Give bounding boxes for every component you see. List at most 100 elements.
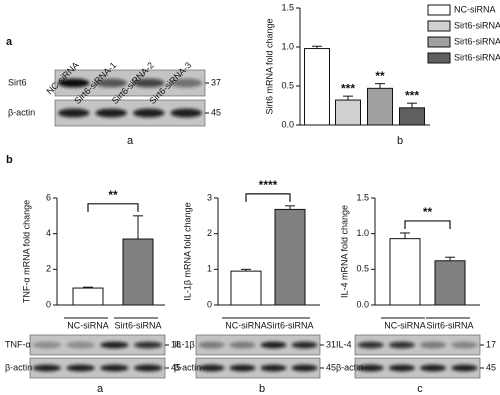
blot-band (133, 341, 163, 349)
legend-label: NC-siRNA (454, 4, 496, 14)
size-label: 45 (326, 362, 336, 372)
bar (274, 208, 306, 306)
blot-band (451, 341, 478, 349)
legend-label: Sirt6-siRNA-2 (454, 36, 500, 46)
significance-bracket (245, 193, 291, 202)
legend-label: Sirt6-siRNA-3 (454, 52, 500, 62)
caption: b (397, 135, 403, 147)
size-label: 18 (171, 339, 181, 349)
bar (389, 238, 421, 306)
y-tick-label: 6 (46, 192, 51, 202)
size-label: 45 (486, 362, 496, 372)
y-tick-label: 0.0 (356, 299, 369, 309)
blot-band (260, 341, 287, 349)
y-tick-label: 0 (207, 299, 212, 309)
caption: c (417, 383, 423, 395)
size-label: 45 (171, 362, 181, 372)
blot-band (66, 341, 95, 349)
x-tick-label: Sirt6-siRNA (114, 320, 161, 330)
y-axis-label: IL-1β mRNA fold change (182, 202, 192, 300)
y-tick-label: 0 (46, 299, 51, 309)
y-tick-label: 1 (207, 264, 212, 274)
bar (230, 270, 262, 306)
caption: a (127, 135, 134, 147)
blot-band (291, 364, 318, 372)
caption: a (97, 383, 104, 395)
y-tick-label: 0.5 (281, 80, 294, 90)
significance-label: ** (375, 69, 385, 83)
blot-band (133, 364, 163, 372)
blot-row-label: Sirt6 (8, 77, 27, 87)
blot-row-label: β-actin (174, 362, 201, 372)
panel-label: a (6, 36, 13, 48)
y-axis-label: Sirt6 mRNA fold change (264, 18, 274, 114)
blot-band (420, 341, 447, 349)
blot-band (388, 364, 415, 372)
blot-band (66, 364, 95, 372)
y-axis-label: TNF-α mRNA fold change (21, 200, 31, 303)
legend-label: Sirt6-siRNA-1 (454, 20, 500, 30)
panel-label: b (6, 154, 13, 166)
size-label: 17 (486, 339, 496, 349)
y-tick-label: 1.0 (281, 41, 294, 51)
bar (122, 238, 154, 306)
size-label: 31 (326, 339, 336, 349)
significance-bracket (404, 220, 451, 229)
blot-band (291, 341, 318, 349)
blot-band (260, 364, 287, 372)
blot-band (229, 341, 256, 349)
y-tick-label: 2 (207, 228, 212, 238)
blot-row-label: β-actin (5, 362, 32, 372)
bar (335, 99, 361, 126)
blot-band (133, 108, 165, 118)
size-label: 37 (211, 77, 221, 87)
significance-label: ** (108, 188, 118, 202)
legend-swatch (427, 36, 451, 48)
caption: b (259, 383, 265, 395)
significance-label: *** (405, 88, 419, 102)
blot-band (388, 341, 415, 349)
y-tick-label: 1.5 (281, 2, 294, 12)
blot-band (58, 108, 90, 118)
blot-band (170, 108, 202, 118)
blot-row-label: IL-4 (336, 339, 352, 349)
legend-swatch (427, 20, 451, 32)
blot-band (100, 364, 129, 372)
bar (367, 87, 393, 126)
bar (399, 107, 425, 126)
y-tick-label: 1.5 (356, 192, 369, 202)
y-tick-label: 0.0 (281, 119, 294, 129)
blot-band (32, 341, 62, 349)
x-tick-label: Sirt6-siRNA (266, 320, 313, 330)
y-tick-label: 0.5 (356, 264, 369, 274)
blot-band (170, 78, 202, 88)
significance-label: ** (423, 205, 433, 219)
size-label: 45 (211, 107, 221, 117)
blot-band (229, 364, 256, 372)
blot-row-label: TNF-α (5, 339, 31, 349)
y-axis-label: IL-4 mRNA fold change (339, 205, 349, 298)
x-tick-label: Sirt6-siRNA (426, 320, 473, 330)
blot-band (198, 341, 225, 349)
x-tick-label: NC-siRNA (67, 320, 109, 330)
blot-row-label: IL-1β (174, 339, 195, 349)
significance-label: *** (341, 81, 355, 95)
x-tick-label: NC-siRNA (384, 320, 426, 330)
blot-row-label: β-actin (336, 362, 363, 372)
blot-band (420, 364, 447, 372)
blot-band (357, 364, 384, 372)
y-tick-label: 3 (207, 192, 212, 202)
blot-band (451, 364, 478, 372)
bar (72, 287, 104, 306)
y-tick-label: 2 (46, 264, 51, 274)
blot-band (133, 78, 165, 88)
significance-bracket (87, 203, 139, 212)
x-tick-label: NC-siRNA (225, 320, 267, 330)
blot-band (100, 341, 129, 349)
y-tick-label: 4 (46, 228, 51, 238)
significance-label: **** (259, 178, 278, 192)
bar (304, 48, 330, 126)
blot-band (95, 108, 127, 118)
legend-swatch (427, 52, 451, 64)
